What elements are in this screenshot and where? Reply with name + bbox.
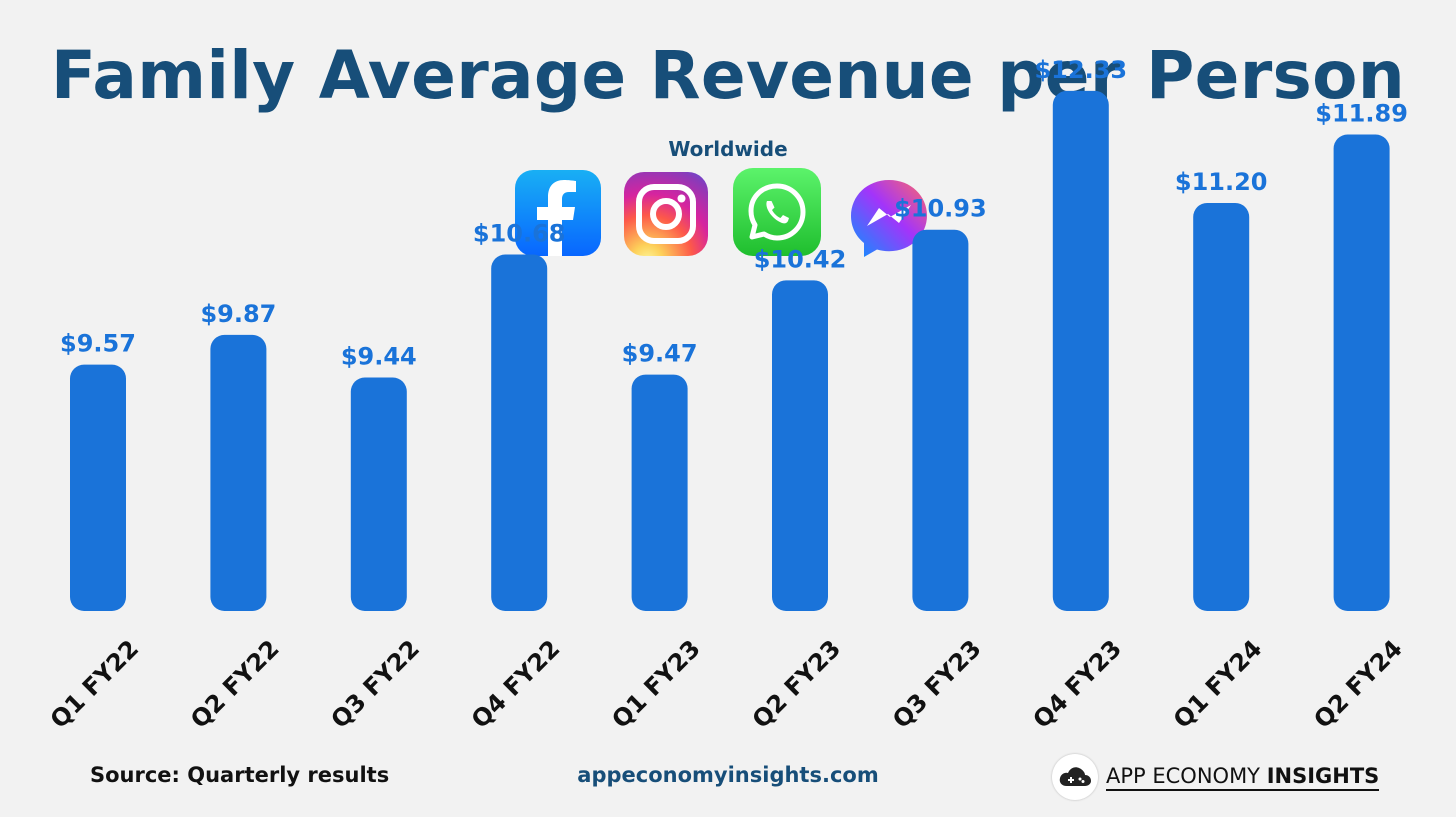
bar-q3-fy22 xyxy=(350,377,407,611)
bar-q1-fy23 xyxy=(631,374,688,611)
category-label: Q3 FY22 xyxy=(326,634,425,733)
brand-name-regular: APP ECONOMY xyxy=(1106,763,1267,788)
value-label: $11.20 xyxy=(1175,168,1268,196)
category-label: Q3 FY23 xyxy=(887,634,986,733)
value-label: $12.33 xyxy=(1034,56,1127,84)
category-label: Q1 FY22 xyxy=(45,634,144,733)
category-label: Q4 FY22 xyxy=(466,634,565,733)
bar-q4-fy23 xyxy=(1052,90,1109,611)
value-label: $11.89 xyxy=(1315,100,1408,128)
brand-logo-icon xyxy=(1052,754,1098,800)
category-label: Q1 FY24 xyxy=(1168,634,1267,733)
value-label: $9.44 xyxy=(341,343,417,371)
bar-q3-fy23 xyxy=(912,229,969,611)
category-label: Q1 FY23 xyxy=(606,634,705,733)
app-icons-row xyxy=(0,0,1456,260)
brand-badge: APP ECONOMY INSIGHTS xyxy=(1052,752,1380,802)
category-label: Q2 FY24 xyxy=(1308,634,1407,733)
messenger-icon xyxy=(846,175,932,261)
source-note: Source: Quarterly results xyxy=(90,763,390,787)
value-label: $9.57 xyxy=(60,330,136,358)
instagram-icon xyxy=(624,172,708,256)
value-label: $10.68 xyxy=(473,220,566,248)
brand-name: APP ECONOMY INSIGHTS xyxy=(1106,763,1380,791)
value-label: $10.42 xyxy=(754,245,847,273)
website-link[interactable]: appeconomyinsights.com xyxy=(577,763,879,787)
category-label: Q2 FY22 xyxy=(185,634,284,733)
chart-title: Family Average Revenue per Person xyxy=(50,37,1406,114)
category-label: Q2 FY23 xyxy=(747,634,846,733)
facebook-icon xyxy=(515,170,601,256)
bar-q1-fy22 xyxy=(70,364,126,611)
bar-q1-fy24 xyxy=(1193,202,1250,611)
value-label: $9.87 xyxy=(200,300,276,328)
bar-q4-fy22 xyxy=(491,254,548,611)
brand-name-bold: INSIGHTS xyxy=(1266,763,1380,788)
category-label: Q4 FY23 xyxy=(1028,634,1127,733)
chart-subtitle: Worldwide xyxy=(668,137,788,161)
value-label: $10.93 xyxy=(894,195,987,223)
bar-q2-fy24 xyxy=(1333,134,1390,611)
whatsapp-icon xyxy=(733,168,821,256)
value-label: $9.47 xyxy=(622,340,698,368)
bar-q2-fy22 xyxy=(210,334,267,611)
bar-q2-fy23 xyxy=(772,280,828,611)
